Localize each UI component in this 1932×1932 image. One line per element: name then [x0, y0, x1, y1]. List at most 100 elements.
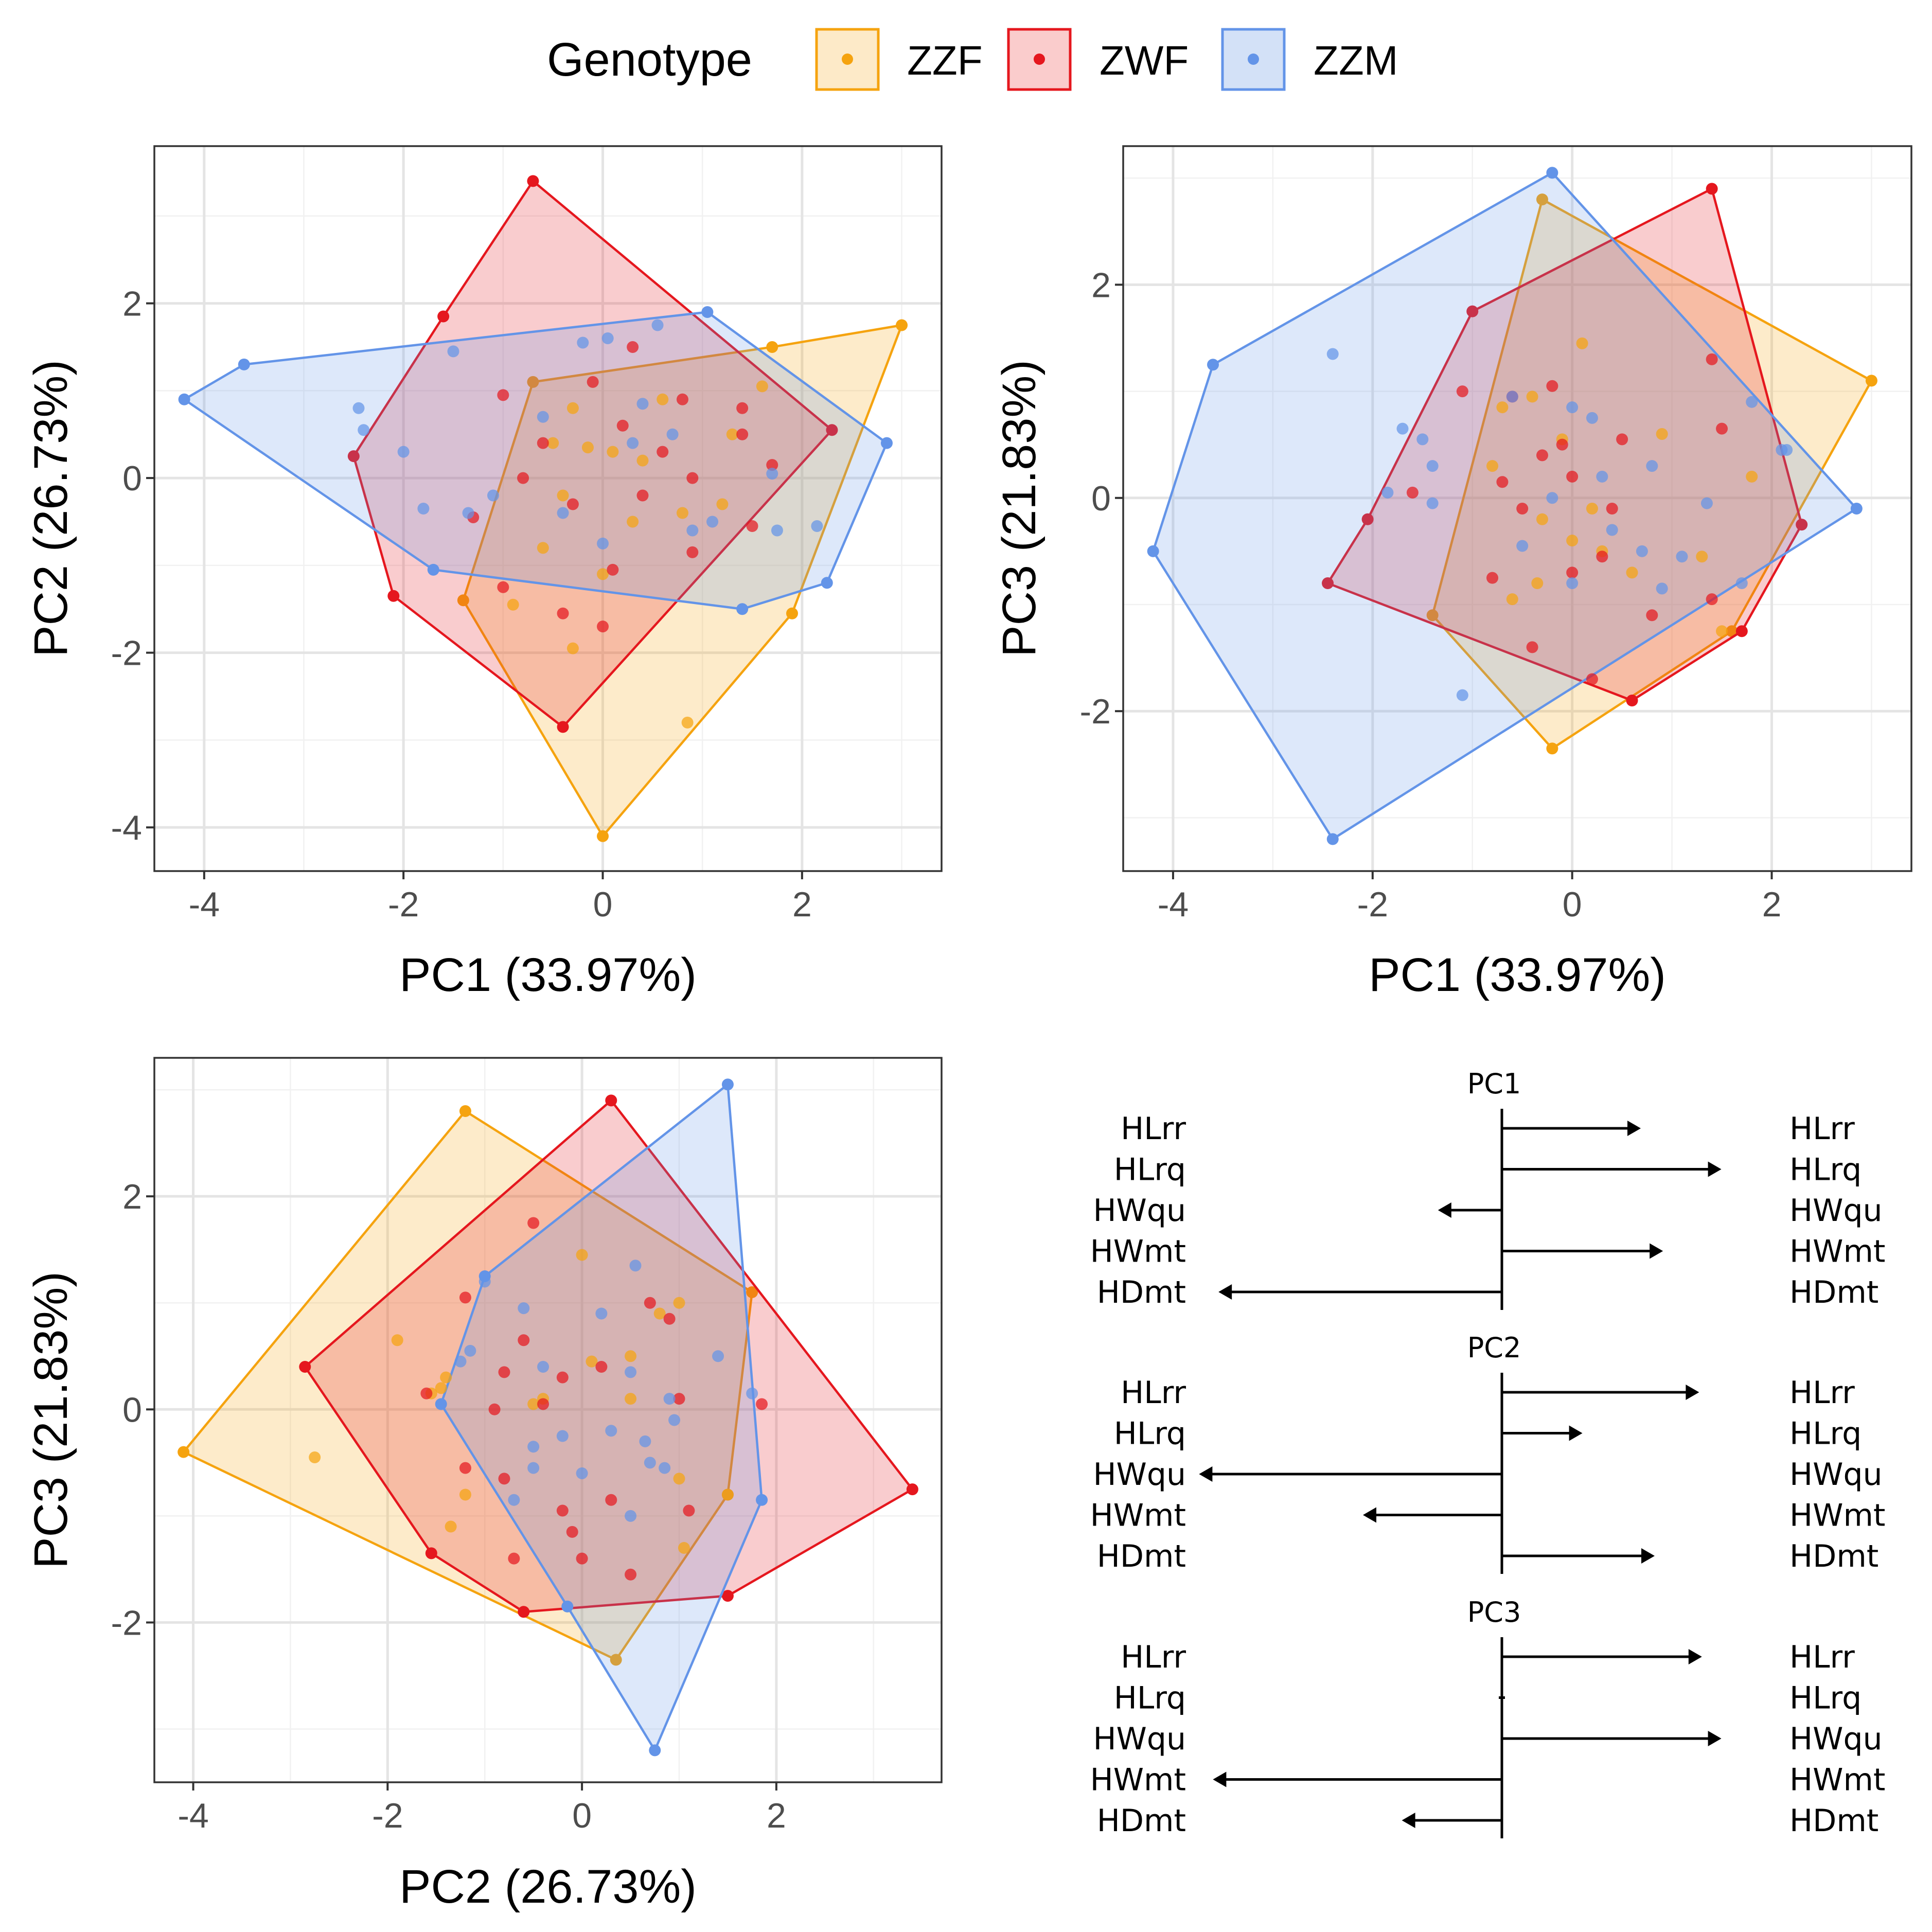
point-zzf: [507, 598, 519, 611]
loading-label-left: HWmt: [1090, 1234, 1186, 1270]
point-zzf: [459, 1488, 471, 1501]
loading-label-left: HDmt: [1097, 1538, 1186, 1574]
point-zzm: [766, 468, 778, 480]
loading-label-right: HLrr: [1789, 1375, 1855, 1411]
point-zzf: [1486, 460, 1499, 472]
hull-vertex-zwf: [437, 310, 450, 323]
point-zzm: [1676, 551, 1688, 563]
legend-item-zzf: ZZF: [815, 28, 983, 91]
hull-vertex-zwf: [826, 424, 838, 436]
point-zwf: [587, 376, 599, 388]
loading-label-right: HDmt: [1789, 1803, 1878, 1839]
y-tick-label: 0: [122, 1390, 142, 1429]
point-zwf: [1606, 503, 1618, 515]
y-tick-label: -2: [1080, 692, 1111, 731]
point-zzm: [397, 446, 410, 458]
hull-vertex-zwf: [425, 1547, 437, 1559]
x-tick-label: -2: [388, 885, 419, 924]
point-zwf: [537, 437, 549, 449]
loading-arrowhead: [1627, 1121, 1641, 1136]
point-zzm: [668, 1414, 681, 1426]
loadings-pc3: PC3 HLrr HLrr HLrq HLrq HWqu HWqu HWmt HWmt HDmt H…: [1090, 1596, 1886, 1839]
loadings-pc2: PC2 HLrr HLrr HLrq HLrq HWqu HWqu HWmt HWmt HDmt H…: [1090, 1332, 1886, 1574]
point-zzf: [309, 1451, 321, 1463]
loading-arrowhead: [1402, 1813, 1415, 1828]
point-zzf: [1586, 503, 1598, 515]
point-zzf: [1626, 566, 1638, 579]
hull-vertex-zzf: [597, 830, 609, 842]
legend-dot-zwf: [1034, 54, 1045, 65]
point-zwf: [1706, 593, 1718, 606]
point-zzm: [1700, 497, 1713, 509]
point-zzf: [597, 568, 609, 580]
point-zwf: [1616, 433, 1628, 446]
hull-vertex-zzm: [1147, 545, 1159, 557]
point-zzm: [508, 1494, 520, 1506]
point-zzm: [556, 1430, 569, 1442]
point-zwf: [636, 489, 649, 502]
hull-vertex-zzf: [786, 607, 798, 619]
grid-lines: [154, 1058, 942, 1782]
hull-vertex-zzm: [178, 393, 190, 405]
hull-vertex-zzf: [459, 1105, 471, 1118]
point-zzm: [1781, 444, 1793, 456]
point-zzm: [666, 428, 679, 440]
point-zzm: [629, 1260, 642, 1272]
point-zzm: [627, 437, 639, 449]
loading-label-right: HLrr: [1789, 1111, 1855, 1147]
loading-label-left: HDmt: [1097, 1803, 1186, 1839]
point-zzf: [607, 446, 619, 458]
point-zzm: [1735, 577, 1748, 590]
point-zzf: [581, 441, 594, 454]
loading-arrowhead: [1218, 1284, 1232, 1300]
loading-label-left: HLrr: [1121, 1111, 1186, 1147]
legend-item-zzm: ZZM: [1221, 28, 1398, 91]
loading-label-left: HLrr: [1121, 1639, 1186, 1675]
y-tick-label: 2: [1091, 265, 1111, 305]
loading-arrowhead: [1363, 1507, 1376, 1523]
hull-zzf: [182, 1110, 753, 1661]
point-zzf: [673, 1473, 685, 1485]
hull-vertex-zzf: [746, 1286, 758, 1299]
x-axis-title: PC1 (33.97%): [1369, 949, 1666, 1001]
hull-vertex-zzm: [821, 577, 833, 589]
hull-vertex-zzm: [756, 1494, 768, 1506]
point-zwf: [498, 1473, 510, 1485]
point-zwf: [625, 1568, 637, 1581]
loading-arrowhead: [1688, 1649, 1702, 1664]
y-tick-label: 2: [122, 1177, 142, 1216]
point-zwf: [1716, 422, 1728, 435]
point-zzf: [657, 393, 669, 405]
point-zwf: [1556, 438, 1568, 451]
loading-label-right: HWmt: [1789, 1762, 1885, 1798]
loading-label-left: HWqu: [1093, 1193, 1186, 1229]
point-zzm: [454, 1355, 467, 1368]
point-zwf: [497, 581, 509, 593]
point-zwf: [1566, 470, 1579, 483]
point-zzm: [1546, 492, 1558, 504]
point-zzm: [537, 411, 549, 423]
loading-label-left: HWmt: [1090, 1762, 1186, 1798]
point-zwf: [566, 498, 579, 510]
hull-zzf: [1431, 198, 1873, 750]
legend-dot-zzm: [1248, 54, 1259, 65]
point-zzm: [576, 1467, 588, 1480]
y-tick-label: 0: [122, 459, 142, 498]
point-zwf: [1546, 380, 1558, 392]
point-zzm: [1566, 401, 1579, 414]
point-zwf: [683, 1504, 695, 1517]
y-tick-label: -2: [111, 634, 142, 673]
point-zzf: [1566, 535, 1579, 547]
point-zwf: [597, 621, 609, 633]
point-zwf: [644, 1297, 656, 1309]
loading-arrowhead: [1708, 1731, 1722, 1746]
hull-vertex-zwf: [347, 450, 360, 463]
hull-vertex-zzm: [427, 563, 439, 576]
point-zzm: [605, 1425, 617, 1437]
point-zzf: [557, 489, 569, 502]
loading-label-right: HWqu: [1789, 1721, 1883, 1757]
point-zzm: [1326, 348, 1339, 360]
point-zwf: [1456, 385, 1468, 398]
point-zwf: [627, 341, 639, 353]
